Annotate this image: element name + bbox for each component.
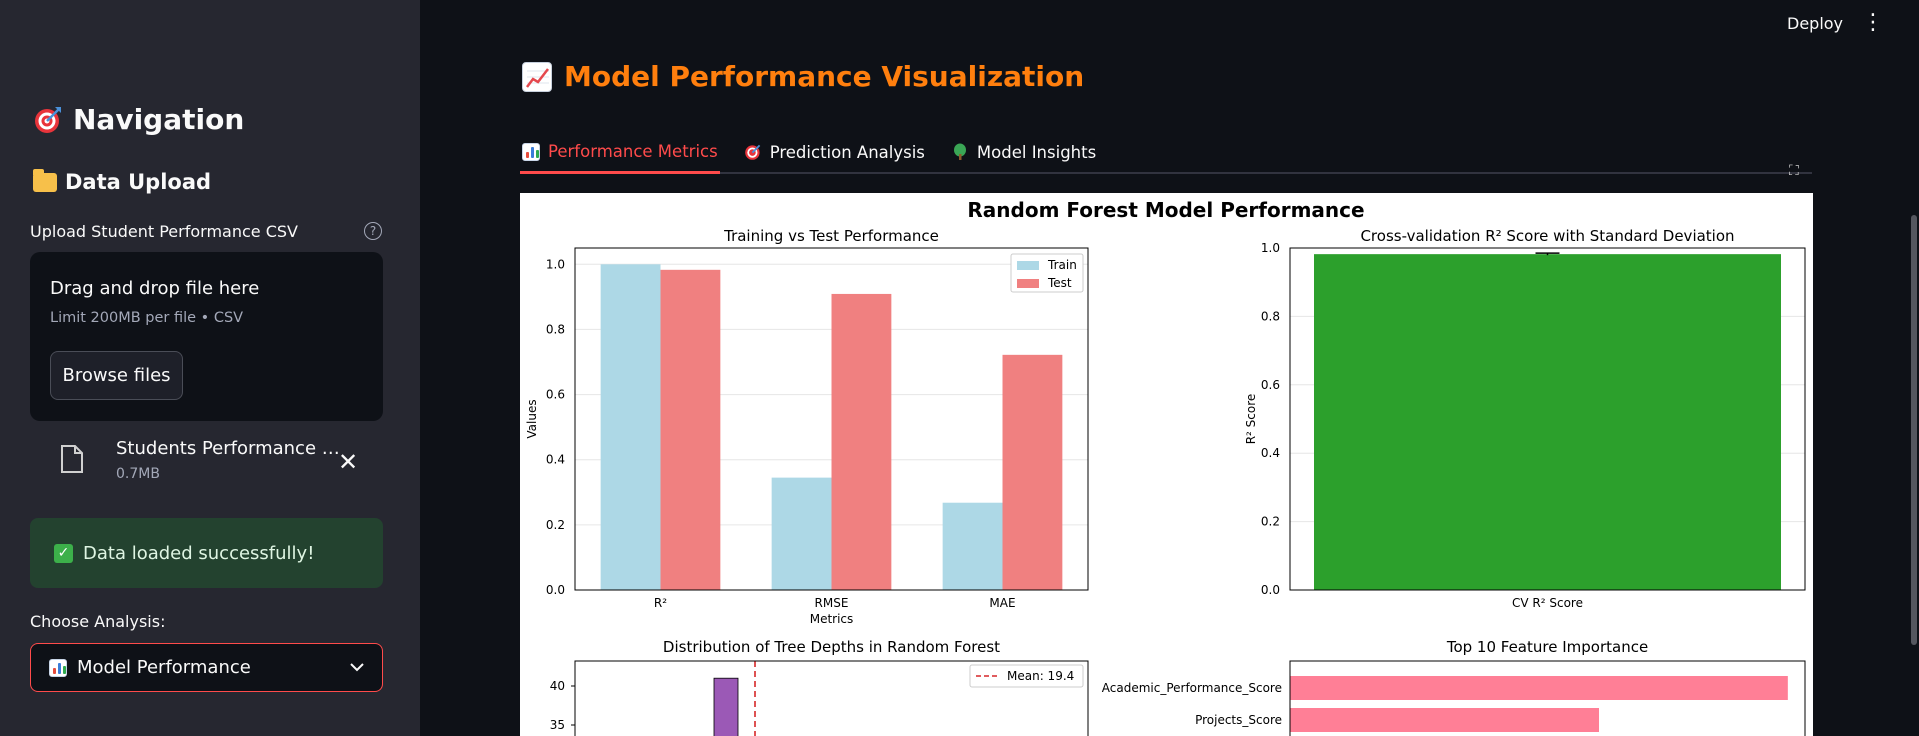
chart3-frame bbox=[574, 660, 1089, 736]
remove-file-icon[interactable]: ✕ bbox=[338, 448, 359, 476]
deploy-button[interactable]: Deploy bbox=[1787, 14, 1844, 33]
chart2-ytick: 0.0 bbox=[1261, 583, 1280, 597]
page-title: Model Performance Visualization bbox=[522, 60, 1084, 93]
data-upload-heading: Data Upload bbox=[33, 168, 212, 194]
chart1-xtick: RMSE bbox=[815, 596, 849, 610]
chart1-title: Training vs Test Performance bbox=[723, 227, 939, 245]
chart1-ytick: 0.4 bbox=[546, 453, 565, 467]
file-name: Students Performance Dataset.csv bbox=[116, 438, 346, 459]
chart2-ytick: 0.4 bbox=[1261, 446, 1280, 460]
success-alert: ✓ Data loaded successfully! bbox=[30, 518, 383, 588]
file-dropzone[interactable]: Drag and drop file here Limit 200MB per … bbox=[30, 252, 383, 421]
selected-analysis: Model Performance bbox=[77, 657, 251, 678]
model-performance-figure: Random Forest Model Performance Training… bbox=[520, 193, 1813, 736]
browse-files-button[interactable]: Browse files bbox=[50, 351, 183, 400]
tab-label: Prediction Analysis bbox=[769, 142, 925, 162]
uploaded-file: Students Performance Dataset.csv 0.7MB ✕ bbox=[30, 428, 383, 492]
chart1-ytick: 1.0 bbox=[546, 257, 565, 271]
chart1-ytick: 0.2 bbox=[546, 518, 565, 532]
chart1-xtick: MAE bbox=[989, 596, 1015, 610]
data-upload-heading-text: Data Upload bbox=[65, 170, 212, 194]
chart1-bar-test bbox=[831, 293, 892, 590]
chart1-ytick: 0.0 bbox=[546, 583, 565, 597]
chart1-bar-test bbox=[660, 269, 721, 590]
folder-icon bbox=[33, 168, 57, 192]
sidebar-title-text: Navigation bbox=[73, 103, 245, 136]
sidebar-title: Navigation bbox=[33, 103, 244, 136]
bar-chart-icon bbox=[522, 142, 540, 161]
chart1-bar-train bbox=[771, 477, 832, 590]
chart4-title: Top 10 Feature Importance bbox=[1446, 638, 1648, 656]
choose-analysis-label: Choose Analysis: bbox=[30, 612, 166, 631]
chart4-ytick: Academic_Performance_Score bbox=[1102, 681, 1282, 695]
file-icon bbox=[61, 445, 83, 473]
chart4-bar bbox=[1290, 676, 1788, 700]
chart2-ylabel: R² Score bbox=[1244, 394, 1258, 445]
chart1-legend-swatch bbox=[1017, 261, 1039, 270]
chart1-legend-swatch bbox=[1017, 279, 1039, 288]
chart1-bar-train bbox=[600, 264, 661, 590]
chart1-bar-train bbox=[942, 502, 1003, 590]
chart1-legend-label: Test bbox=[1047, 276, 1072, 290]
chart3-ytick: 35 bbox=[550, 718, 565, 732]
analysis-select[interactable]: Model Performance bbox=[30, 643, 383, 692]
fullscreen-icon[interactable]: ⛶ bbox=[1789, 163, 1799, 179]
chart1-legend-label: Train bbox=[1047, 258, 1077, 272]
chart2-ytick: 0.8 bbox=[1261, 309, 1280, 323]
upload-label: Upload Student Performance CSV bbox=[30, 222, 298, 241]
chart1-ytick: 0.8 bbox=[546, 322, 565, 336]
chart2-xtick: CV R² Score bbox=[1512, 596, 1583, 610]
chevron-down-icon bbox=[350, 660, 364, 676]
page-title-text: Model Performance Visualization bbox=[564, 60, 1085, 93]
chart4-bar bbox=[1290, 708, 1599, 732]
chart1-xtick: R² bbox=[654, 596, 667, 610]
target-icon bbox=[744, 144, 760, 160]
tab-label: Model Insights bbox=[976, 142, 1097, 162]
chart2-title: Cross-validation R² Score with Standard … bbox=[1360, 227, 1734, 245]
figure-canvas: Random Forest Model Performance Training… bbox=[525, 198, 1806, 736]
check-icon: ✓ bbox=[54, 543, 73, 563]
chart3-bar bbox=[713, 677, 739, 736]
figure-suptitle: Random Forest Model Performance bbox=[967, 198, 1364, 222]
tab-prediction-analysis[interactable]: Prediction Analysis bbox=[742, 132, 927, 172]
tab-model-insights[interactable]: Model Insights bbox=[949, 132, 1098, 172]
chart4-ytick: Projects_Score bbox=[1195, 713, 1282, 727]
chart2-bar bbox=[1314, 254, 1781, 590]
chart1-frame bbox=[574, 247, 1089, 591]
file-size: 0.7MB bbox=[116, 466, 160, 482]
chart1-ylabel: Values bbox=[525, 399, 539, 438]
dropzone-limit: Limit 200MB per file • CSV bbox=[50, 310, 244, 326]
chart1-xlabel: Metrics bbox=[810, 612, 854, 626]
tab-performance-metrics[interactable]: Performance Metrics bbox=[520, 132, 720, 174]
chart1-bar-test bbox=[1002, 354, 1063, 590]
chart3-ytick: 40 bbox=[550, 679, 565, 693]
chart3-legend bbox=[969, 664, 1084, 688]
bar-chart-icon bbox=[49, 658, 67, 677]
chart2-ytick: 0.6 bbox=[1261, 378, 1280, 392]
chart1-ytick: 0.6 bbox=[546, 388, 565, 402]
target-icon bbox=[35, 106, 61, 133]
success-message: Data loaded successfully! bbox=[83, 542, 315, 564]
chart-increasing-icon bbox=[522, 61, 552, 92]
tab-bar: Performance Metrics Prediction Analysis … bbox=[520, 132, 1812, 174]
main-scrollbar[interactable] bbox=[1911, 215, 1917, 645]
chart3-title: Distribution of Tree Depths in Random Fo… bbox=[663, 638, 1000, 656]
sidebar: Navigation Data Upload Upload Student Pe… bbox=[0, 0, 420, 736]
tab-label: Performance Metrics bbox=[548, 142, 718, 161]
dropzone-title: Drag and drop file here bbox=[50, 278, 260, 299]
chart2-ytick: 1.0 bbox=[1261, 241, 1280, 255]
chart2-frame bbox=[1289, 247, 1806, 591]
tree-icon bbox=[953, 143, 966, 160]
chart2-ytick: 0.2 bbox=[1261, 515, 1280, 529]
chart3-legend-label: Mean: 19.4 bbox=[1007, 669, 1074, 683]
kebab-menu-icon[interactable]: ⋮ bbox=[1862, 10, 1884, 35]
chart4-frame bbox=[1289, 660, 1806, 736]
help-icon[interactable]: ? bbox=[364, 222, 382, 240]
